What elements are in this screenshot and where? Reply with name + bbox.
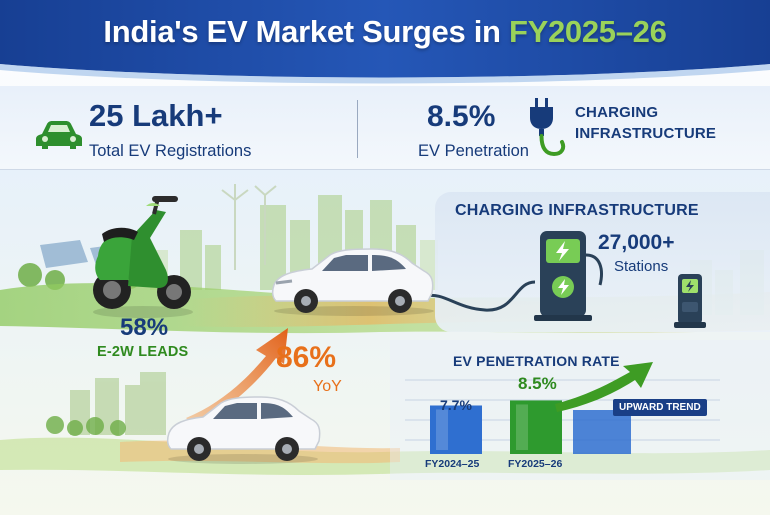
- page-title-main: India's EV Market Surges in: [103, 14, 509, 49]
- e2w-share-label: E-2W LEADS: [97, 344, 189, 360]
- small-charger-icon: [674, 274, 706, 328]
- registrations-label: Total EV Registrations: [89, 142, 252, 160]
- bar-value-label: 8.5%: [518, 374, 557, 393]
- electric-scooter-illustration: [93, 196, 193, 318]
- growth-label: YoY: [313, 378, 342, 395]
- growth-value: 86%: [276, 341, 337, 374]
- bar-category-label: FY2024–25: [425, 458, 480, 470]
- trend-bar-decor: [573, 410, 631, 454]
- penetration-label: EV Penetration: [418, 142, 529, 160]
- white-car-top: [271, 248, 434, 316]
- upward-trend-badge: UPWARD TREND: [613, 399, 707, 416]
- plug-icon: [530, 98, 566, 157]
- stations-label: Stations: [614, 258, 669, 275]
- chart-title: EV PENETRATION RATE: [453, 353, 620, 369]
- charging-label-line2: INFRASTRUCTURE: [575, 125, 717, 142]
- registrations-value: 25 Lakh+: [89, 98, 223, 133]
- bar-value-label: 7.7%: [440, 397, 472, 413]
- charging-label-line1: CHARGING: [575, 104, 659, 121]
- penetration-bar-chart: [430, 362, 653, 454]
- charging-cable: [424, 280, 536, 312]
- stats-band: [0, 86, 770, 170]
- stations-value: 27,000+: [598, 231, 675, 254]
- charging-station-icon: [534, 231, 603, 321]
- stats-divider: [357, 100, 358, 158]
- page-title-accent: FY2025–26: [508, 14, 667, 49]
- bar-2: [510, 400, 562, 454]
- white-car-bottom: [166, 396, 321, 464]
- bar-highlight: [436, 409, 448, 450]
- penetration-value: 8.5%: [427, 100, 496, 133]
- title-banner: [0, 0, 770, 84]
- trend-arrow-icon: [186, 328, 288, 426]
- bar-1: [430, 405, 482, 454]
- car-icon: [36, 121, 82, 149]
- e2w-share-value: 58%: [120, 314, 169, 341]
- bar-category-label: FY2025–26: [508, 458, 563, 470]
- page-title: India's EV Market Surges in FY2025–26: [0, 14, 770, 50]
- charging-panel-title: CHARGING INFRASTRUCTURE: [455, 202, 699, 219]
- green-trend-arrow: [555, 362, 653, 412]
- bar-highlight: [516, 404, 528, 450]
